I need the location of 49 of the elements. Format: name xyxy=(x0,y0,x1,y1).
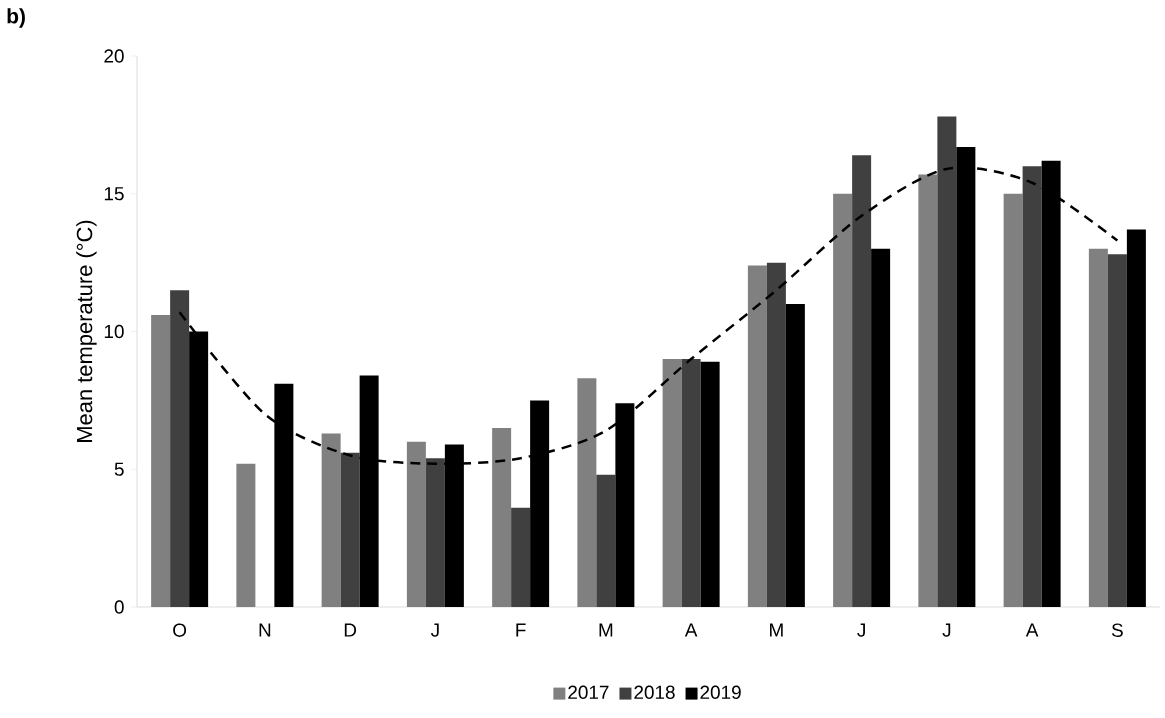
bar xyxy=(321,433,341,607)
y-tick-label: 20 xyxy=(104,49,124,63)
bar xyxy=(833,193,853,607)
bar xyxy=(425,458,445,607)
y-tick-label: 5 xyxy=(114,462,124,476)
bar xyxy=(596,474,616,607)
x-tick-label: J xyxy=(857,623,865,637)
x-tick-label: D xyxy=(344,623,357,637)
x-tick-label: A xyxy=(1025,623,1039,637)
legend-label: 2019 xyxy=(700,685,741,699)
legend-label: 2018 xyxy=(634,685,675,699)
bar xyxy=(1088,248,1108,607)
bar xyxy=(937,116,957,607)
bar xyxy=(852,155,872,607)
y-tick-label: 10 xyxy=(104,324,124,339)
bar xyxy=(871,248,891,607)
bar xyxy=(170,290,190,607)
bar xyxy=(1107,254,1127,607)
y-tick-label: 0 xyxy=(114,600,124,614)
x-tick-label: J xyxy=(942,623,951,637)
x-tick-label: F xyxy=(516,623,526,637)
bar xyxy=(151,314,171,607)
x-tick-label: O xyxy=(173,623,187,637)
bar xyxy=(236,463,256,607)
bar xyxy=(918,174,938,607)
chart-title: b) xyxy=(7,8,25,28)
bar xyxy=(700,361,720,607)
bar xyxy=(1126,229,1146,607)
y-axis-title: Mean temperature (°C) xyxy=(76,220,97,442)
y-tick-label: 15 xyxy=(104,187,124,201)
x-tick-label: M xyxy=(770,623,783,637)
x-tick-label: A xyxy=(684,623,698,637)
x-tick-label: J xyxy=(430,623,439,637)
bar xyxy=(1022,166,1042,607)
bar xyxy=(662,359,682,607)
bar xyxy=(747,265,767,607)
bar xyxy=(340,452,360,607)
bar xyxy=(681,359,701,607)
bar xyxy=(492,427,512,607)
bar xyxy=(766,262,786,607)
x-tick-label: S xyxy=(1111,623,1123,637)
bar xyxy=(1003,193,1023,607)
x-tick-label: M xyxy=(599,623,613,637)
bar xyxy=(785,303,805,607)
bar xyxy=(511,507,531,607)
x-tick-label: N xyxy=(259,623,271,637)
bar xyxy=(577,378,597,607)
legend-label: 2017 xyxy=(568,685,609,699)
bar xyxy=(406,441,426,607)
